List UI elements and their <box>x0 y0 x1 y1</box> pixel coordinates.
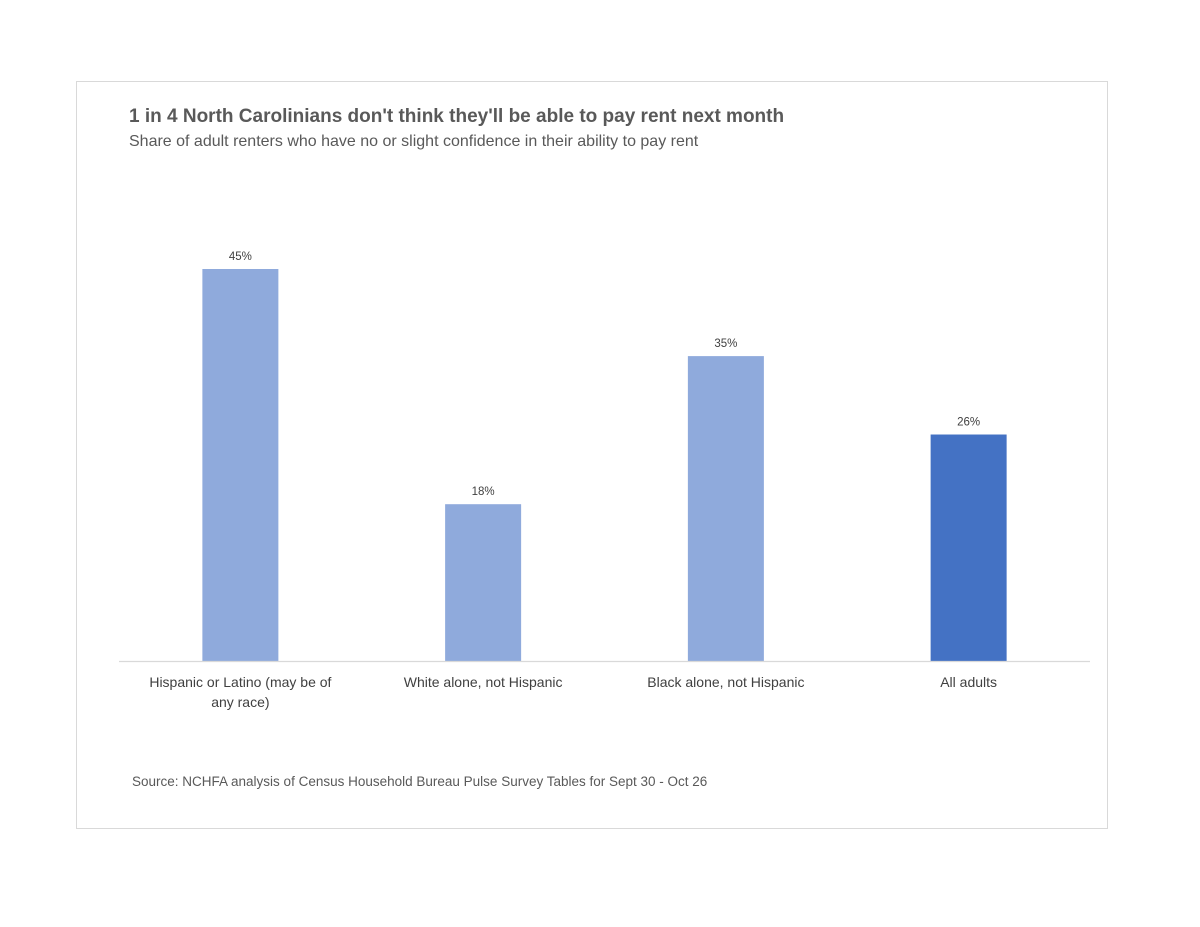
data-label: 18% <box>472 486 495 498</box>
bar <box>687 356 764 661</box>
bar <box>202 269 279 661</box>
data-label: 26% <box>957 417 980 429</box>
chart-title: 1 in 4 North Carolinians don't think the… <box>129 106 785 127</box>
chart-subtitle: Share of adult renters who have no or sl… <box>129 133 699 150</box>
category-label: White alone, not Hispanic <box>404 674 563 690</box>
category-label: Hispanic or Latino (may be of any race) <box>149 674 331 710</box>
data-label: 45% <box>229 251 252 263</box>
source-note: Source: NCHFA analysis of Census Househo… <box>132 774 708 789</box>
category-label: All adults <box>940 674 997 690</box>
bar <box>930 434 1007 661</box>
bar <box>445 504 522 661</box>
data-label: 35% <box>714 338 737 350</box>
category-label: Black alone, not Hispanic <box>647 674 804 690</box>
